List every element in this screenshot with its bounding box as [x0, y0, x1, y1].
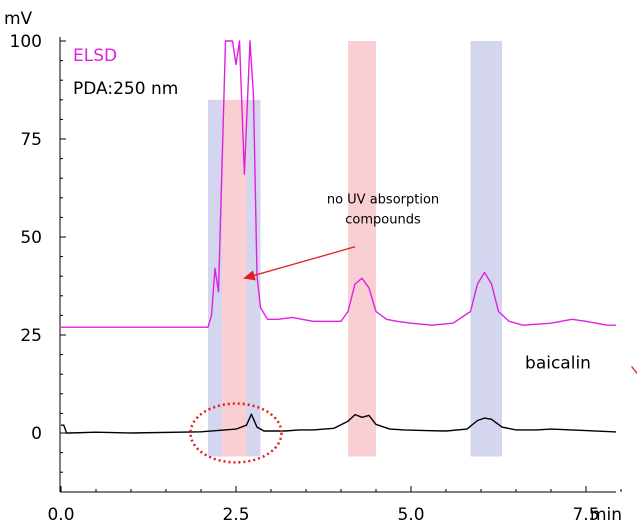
retention-bands — [208, 41, 502, 457]
legend-elsd: ELSD — [73, 46, 117, 66]
band-blue — [470, 41, 502, 457]
y-tick-label: 100 — [10, 32, 42, 52]
annotation-label-baicalin: baicalin — [525, 353, 591, 373]
series-layer — [61, 40, 616, 434]
y-tick-label: 0 — [31, 424, 42, 444]
annotation-label: no UV absorption — [327, 193, 439, 208]
y-tick-label: 75 — [20, 130, 42, 150]
annotation-label: compounds — [345, 212, 421, 227]
legend: ELSD PDA:250 nm — [73, 46, 178, 99]
legend-pda: PDA:250 nm — [73, 79, 178, 99]
band-blue — [208, 99, 222, 457]
band-pink — [348, 41, 376, 457]
x-tick-label: 5.0 — [397, 505, 424, 525]
annotation-arrow — [243, 246, 356, 281]
x-tick-label: 2.5 — [222, 505, 249, 525]
y-axis-unit-label: mV — [4, 9, 33, 29]
x-tick-label: 7.5 — [572, 505, 599, 525]
axes — [59, 37, 616, 493]
series-line-elsd — [61, 40, 616, 328]
band-blue — [246, 99, 261, 457]
annotation-arrow — [630, 365, 637, 375]
series-line-pda — [61, 413, 616, 434]
band-pink — [222, 99, 247, 457]
x-tick-label: 0.0 — [47, 505, 74, 525]
x-axis-unit-label: min — [590, 505, 622, 525]
y-tick-label: 50 — [20, 228, 42, 248]
y-tick-label: 25 — [20, 326, 42, 346]
annotation-layer: no UV absorptioncompoundsno UV absorptio… — [189, 193, 637, 464]
annotation-ellipse — [189, 402, 283, 464]
